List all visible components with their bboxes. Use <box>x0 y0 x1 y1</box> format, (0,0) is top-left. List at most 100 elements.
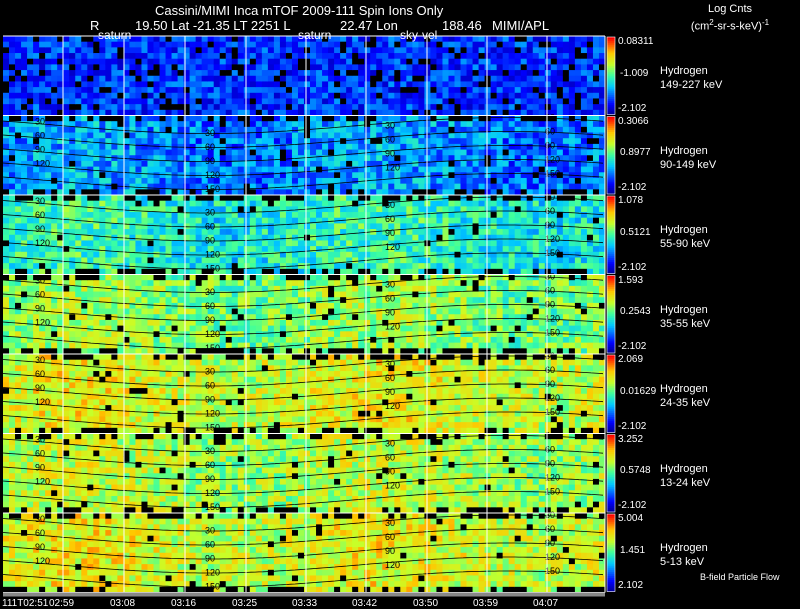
colorbar-segment <box>607 302 615 306</box>
colorbar-segment <box>607 577 615 581</box>
colorbar-segment <box>607 112 615 115</box>
colorbar-segment <box>607 261 615 265</box>
colorbar-segment <box>607 564 615 567</box>
contour-line <box>2 159 604 176</box>
colorbar-segment <box>607 310 615 313</box>
colorbar-mid-label: 0.5748 <box>620 465 651 477</box>
contour-line <box>2 131 604 148</box>
angle-tick-label: 120 <box>35 556 50 566</box>
contour-line <box>2 210 604 228</box>
panel-energy-label: 35-55 keV <box>660 317 711 330</box>
colorbar-segment <box>607 395 615 399</box>
colorbar-segment <box>607 576 615 579</box>
colorbar-segment <box>607 329 615 333</box>
panel-species-label: Hydrogen <box>660 462 708 475</box>
contour-line <box>2 290 604 307</box>
angle-tick-label: 30 <box>545 510 555 520</box>
angle-tick-label: 90 <box>385 148 395 158</box>
colorbar-segment <box>607 341 615 344</box>
contour-line <box>2 556 604 574</box>
colorbar-segment <box>607 159 615 162</box>
colorbar-segment <box>607 147 615 150</box>
angle-tick-label: 120 <box>385 480 400 490</box>
colorbar-segment <box>607 366 615 370</box>
colorbar-segment <box>607 382 615 385</box>
colorbar-segment <box>607 87 615 90</box>
angle-tick-label: 90 <box>385 307 395 317</box>
colorbar-segment <box>607 347 615 350</box>
panel-6: 30 60 90 120 30 60 90 120 150 30 60 90 120 30 60 90 120 1… <box>2 431 616 514</box>
colorbar-segment <box>607 196 615 199</box>
colorbar-segment <box>607 236 615 240</box>
colorbar-segment <box>607 223 615 226</box>
angle-tick-label: 60 <box>35 131 45 141</box>
contour-line <box>2 477 604 494</box>
contour-line <box>2 145 604 162</box>
colorbar-segment <box>607 99 615 102</box>
colorbar-segment <box>607 587 615 591</box>
panel-species-label: Hydrogen <box>660 224 708 236</box>
colorbar-segment <box>607 252 615 255</box>
colorbar-segment <box>607 376 615 379</box>
angle-tick-label: 120 <box>205 568 220 578</box>
angle-tick-label: 60 <box>205 540 215 550</box>
colorbar-segment <box>607 579 615 583</box>
angle-tick-label: 120 <box>35 318 50 328</box>
colorbar-segment <box>607 546 615 550</box>
angle-tick-label: 90 <box>545 538 555 548</box>
chart-header: Cassini/MIMI Inca mTOF 2009-111 Spin Ion… <box>0 0 600 42</box>
colorbar-segment <box>607 281 615 284</box>
colorbar-segment <box>607 132 615 135</box>
angle-tick-label: 120 <box>205 170 220 180</box>
angle-tick-label: 90 <box>35 463 45 473</box>
contour-line <box>2 252 604 270</box>
colorbar-segment <box>607 387 615 391</box>
panel-5: 30 60 90 120 30 60 90 120 150 30 60 90 120 30 60 90 120 1… <box>2 351 616 434</box>
panel-1 <box>3 36 616 116</box>
colorbar-segment <box>607 548 615 552</box>
angle-tick-label: 60 <box>205 222 215 232</box>
colorbar-max-label: 1.593 <box>618 274 644 286</box>
panel-4: 30 60 90 120 30 60 90 120 150 30 60 90 120 30 60 90 120 1… <box>2 272 616 355</box>
angle-tick-label: 60 <box>545 365 555 375</box>
colorbar-segment <box>607 525 615 529</box>
colorbar-segment <box>607 469 615 472</box>
colorbar-segment <box>607 182 615 185</box>
colorbar-segment <box>607 418 615 422</box>
colorbar-segment <box>607 442 615 445</box>
angle-tick-label: 90 <box>545 379 555 389</box>
colorbar-segment <box>607 438 615 441</box>
colorbar-segment <box>607 543 615 546</box>
colorbar-segment <box>607 89 615 92</box>
angle-tick-label: 120 <box>385 242 400 252</box>
colorbar-segment <box>607 126 615 129</box>
colorbar-segment <box>607 71 615 75</box>
angle-tick-label: 60 <box>205 142 215 152</box>
colorbar-segment <box>607 335 615 338</box>
colorbar-segment <box>607 203 615 207</box>
colorbar-segment <box>607 502 615 505</box>
angle-tick-label: 150 <box>545 169 560 179</box>
colorbar-segment <box>607 401 615 404</box>
colorbar-segment <box>607 409 615 412</box>
colorbar-segment <box>607 554 615 558</box>
contour-line <box>2 397 604 415</box>
angle-tick-label: 30 <box>385 279 395 289</box>
colorbar-segment <box>607 48 615 52</box>
angle-tick-label: 60 <box>35 449 45 459</box>
contour-line <box>2 355 604 373</box>
colorbar-segment <box>607 535 615 538</box>
colorbar-segment <box>607 166 615 170</box>
colorbar-segment <box>607 488 615 492</box>
colorbar-segment <box>607 108 615 112</box>
unit-line1: Log Cnts <box>707 3 753 15</box>
colorbar-segment <box>607 312 615 315</box>
angle-tick-label: 30 <box>385 438 395 448</box>
contour-line <box>2 332 604 349</box>
angle-tick-label: 120 <box>545 393 560 403</box>
colorbar-segment <box>607 360 615 364</box>
colorbar-segment <box>607 221 615 224</box>
colorbar-mid-label: -1.009 <box>620 67 649 79</box>
colorbar-segment <box>607 265 615 269</box>
colorbar-segment <box>607 440 615 443</box>
